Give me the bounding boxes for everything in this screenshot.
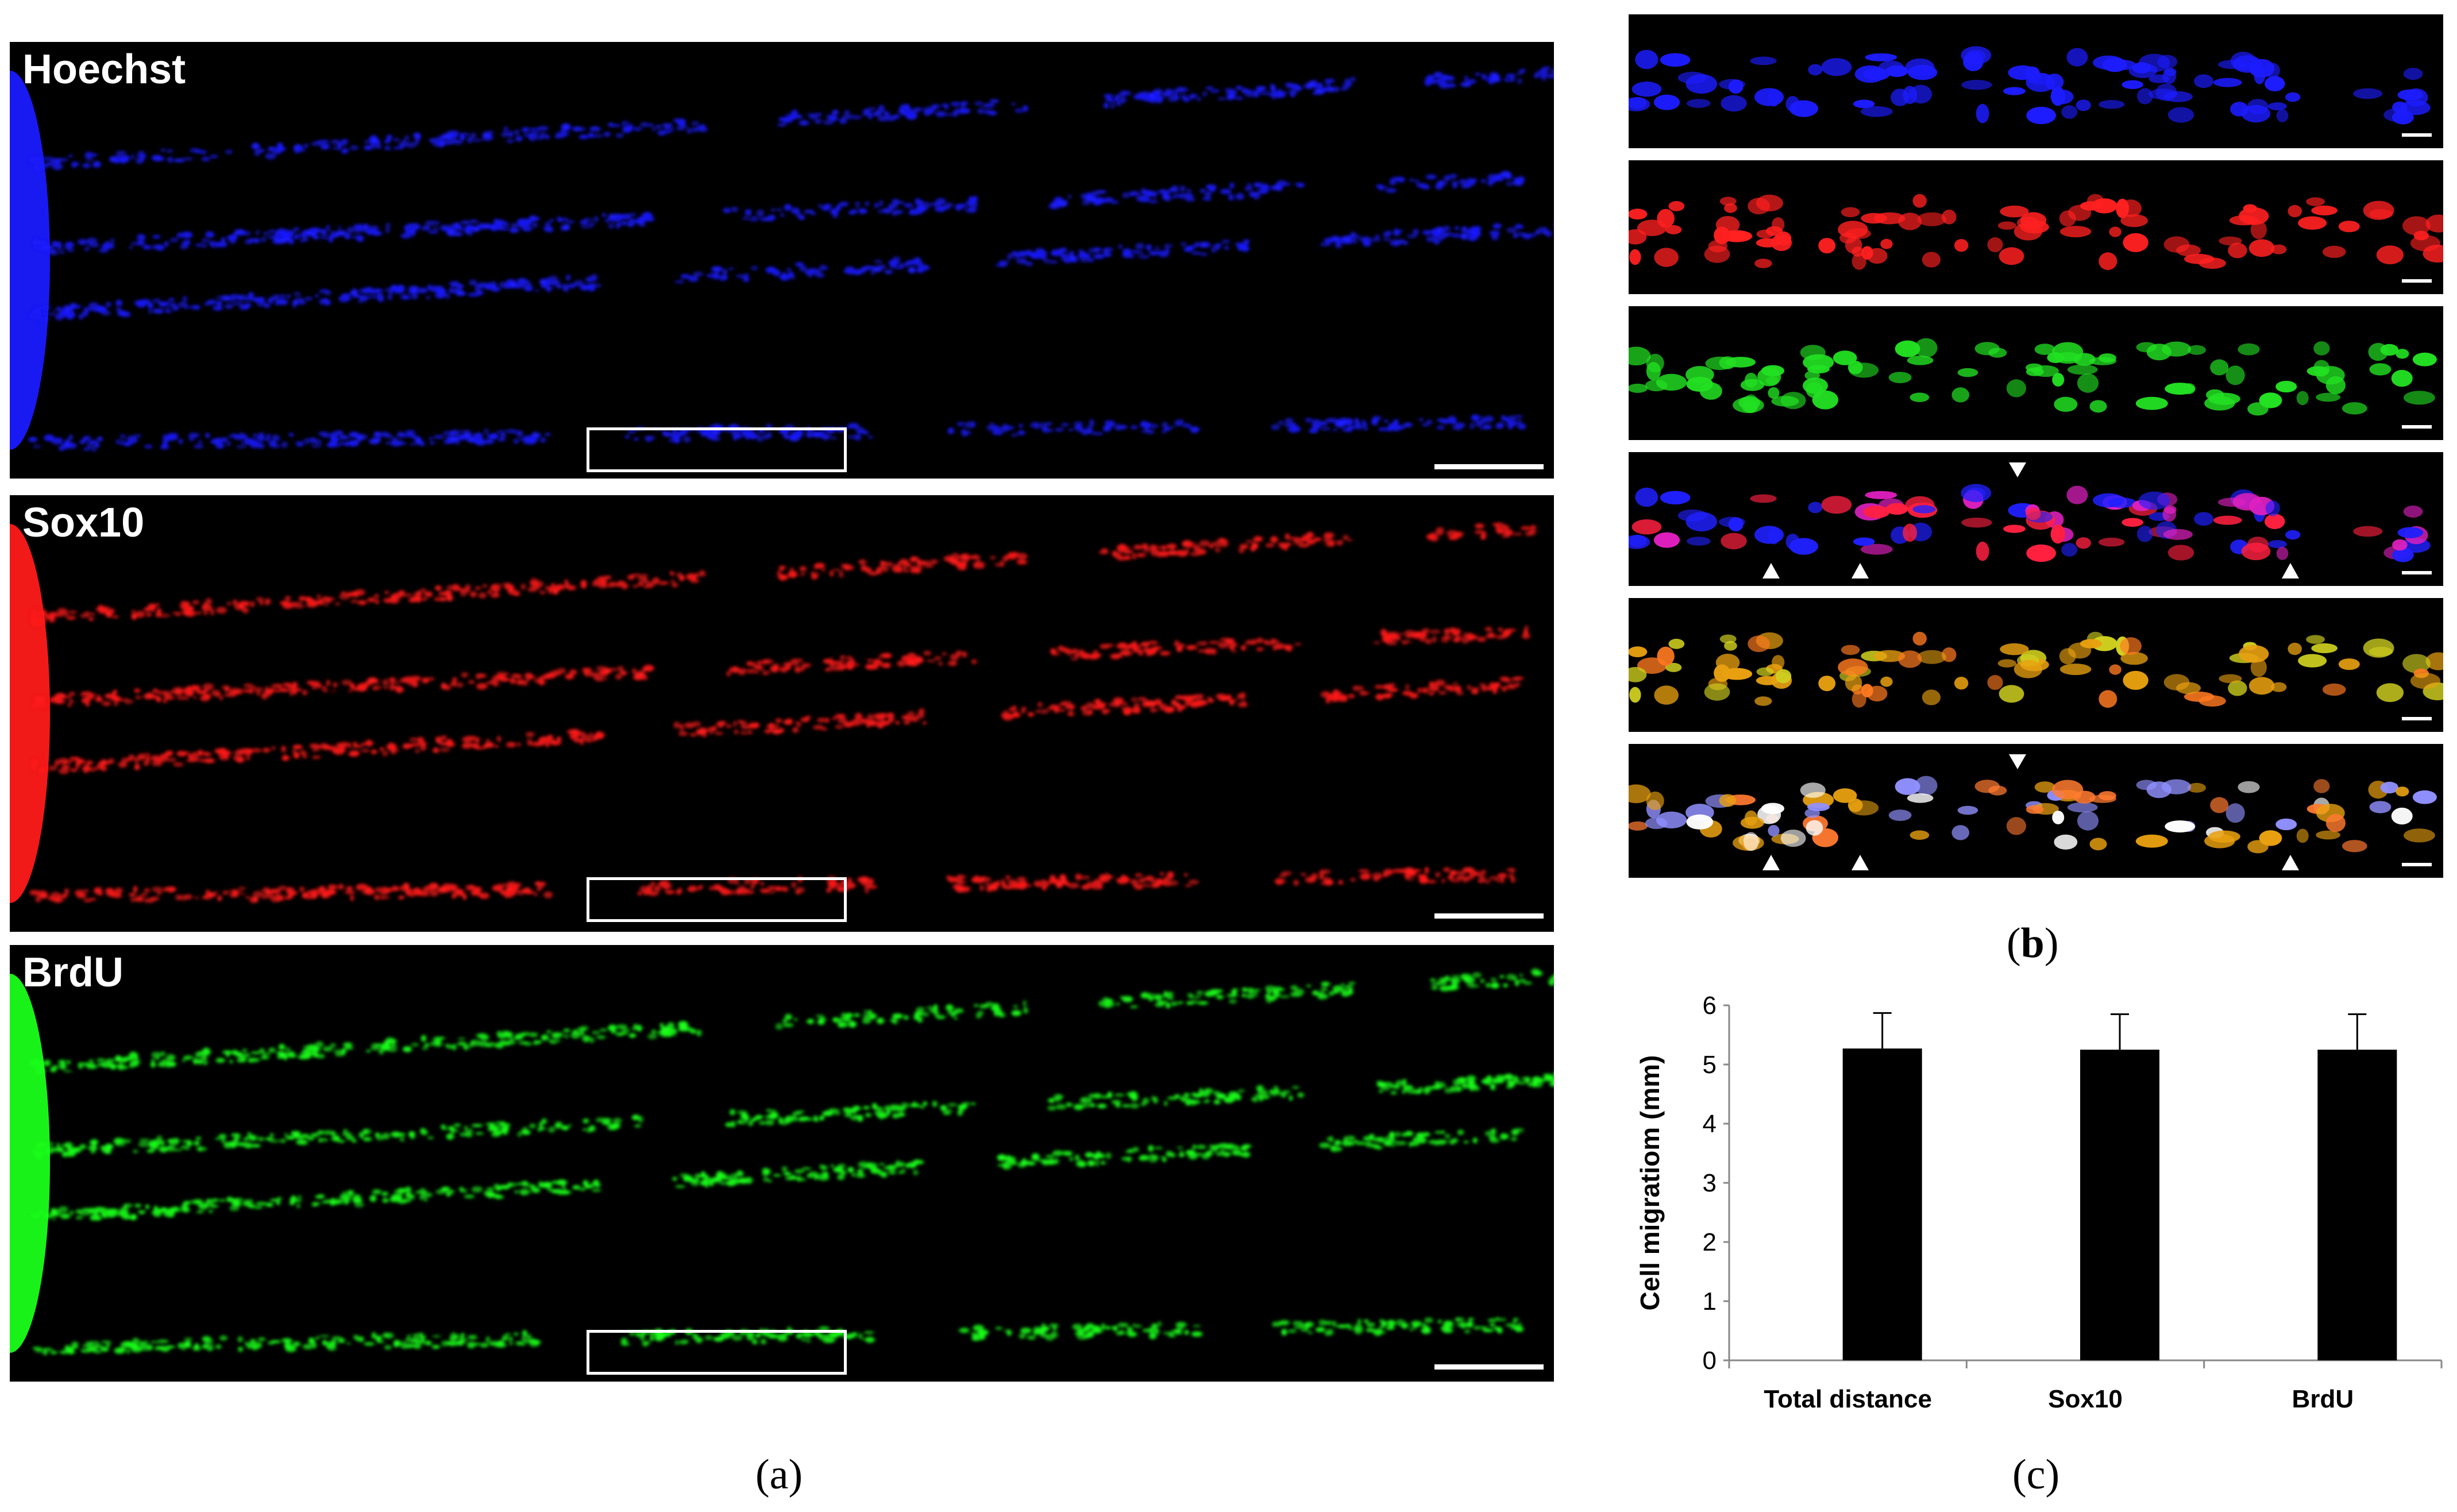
hoechst-scale-bar xyxy=(1434,464,1544,469)
arrowhead-down xyxy=(2009,462,2026,477)
strip-hoechst-scale-bar xyxy=(2402,133,2432,137)
sox10-label: Sox10 xyxy=(22,500,145,546)
nerve-track xyxy=(32,1317,1524,1355)
brdu-nerve-signal xyxy=(10,968,1554,1355)
bar xyxy=(2317,1050,2397,1360)
explant-body xyxy=(10,71,50,450)
strip-hoechst-signal xyxy=(1629,46,2431,125)
panel-b-letter: b xyxy=(2020,920,2045,967)
x-tick-label: Sox10 xyxy=(2048,1385,2123,1413)
cell-cluster xyxy=(1629,776,2437,854)
panel-c-letter: c xyxy=(2026,1451,2046,1498)
strip-hoechst-sox10-merge xyxy=(1629,452,2443,586)
nerve-track xyxy=(29,1128,1524,1221)
sox10-scale-bar xyxy=(1434,913,1544,919)
strip-sox10-scale-bar xyxy=(2402,279,2432,283)
y-tick-label: 0 xyxy=(1703,1347,1717,1375)
strip-hoechst-sox10-scale-bar xyxy=(2402,571,2432,574)
panel-b-caption: (b) xyxy=(2007,920,2059,967)
y-tick-label: 2 xyxy=(1703,1228,1717,1256)
arrowhead-up xyxy=(1852,563,1869,578)
explant-body xyxy=(10,974,50,1353)
strip-brdu-scale-bar xyxy=(2402,425,2432,429)
nerve-track xyxy=(32,1073,1554,1159)
nerve-track xyxy=(32,171,1526,256)
cell-cluster xyxy=(1629,631,2443,708)
arrowhead-up xyxy=(2282,563,2299,578)
cell-cluster xyxy=(1629,484,2431,562)
panel-c-caption: (c) xyxy=(2012,1451,2060,1498)
sox10-selection-box xyxy=(587,877,847,922)
arrowhead-down xyxy=(2009,754,2026,769)
cell-migration-bar-chart: Cell migratiom (mm) 0 1 2 3 4 5 6 Total distance… xyxy=(1635,992,2443,1413)
y-tick-label: 5 xyxy=(1703,1051,1717,1079)
y-tick-label: 3 xyxy=(1703,1169,1717,1197)
sox10-nerve-signal xyxy=(10,522,1537,904)
strip-sox10-signal xyxy=(1629,194,2443,271)
arrowhead-up xyxy=(1852,855,1869,870)
cell-cluster xyxy=(1629,338,2437,416)
y-tick-label: 4 xyxy=(1703,1110,1717,1138)
cell-cluster xyxy=(1629,46,2431,125)
hoechst-nerve-signal xyxy=(10,66,1554,453)
bar xyxy=(1842,1048,1922,1360)
explant-body xyxy=(10,524,50,903)
strip-sox10 xyxy=(1629,160,2443,294)
hoechst-label: Hoechst xyxy=(22,47,186,92)
brdu-scale-bar xyxy=(1434,1364,1544,1370)
strip-triple-merge-signal xyxy=(1629,754,2437,870)
arrowhead-up xyxy=(1762,855,1780,870)
nerve-track xyxy=(29,66,1554,171)
strip-sox10-brdu-scale-bar xyxy=(2402,717,2432,720)
x-tick-label: BrdU xyxy=(2292,1385,2354,1413)
strip-sox10-brdu-merge xyxy=(1629,598,2443,732)
hoechst-selection-box xyxy=(587,427,847,472)
panel-a-caption: (a) xyxy=(755,1451,803,1498)
nerve-track xyxy=(29,968,1554,1075)
brdu-selection-box xyxy=(587,1330,847,1375)
nerve-track xyxy=(28,223,1554,321)
strip-triple-merge xyxy=(1629,744,2443,878)
bar xyxy=(2080,1050,2159,1360)
y-axis-label: Cell migratiom (mm) xyxy=(1635,1055,1665,1311)
y-tick-label: 6 xyxy=(1703,992,1717,1020)
brdu-micrograph: BrdU xyxy=(10,945,1554,1382)
strip-hoechst xyxy=(1629,14,2443,148)
panel-a-letter: a xyxy=(769,1451,789,1498)
nerve-track xyxy=(29,867,1515,904)
sox10-micrograph: Sox10 xyxy=(10,495,1554,932)
nerve-track xyxy=(31,626,1530,708)
arrowhead-up xyxy=(2282,855,2299,870)
strip-brdu xyxy=(1629,306,2443,440)
arrowhead-up xyxy=(1762,563,1780,578)
nerve-track xyxy=(31,676,1524,774)
hoechst-micrograph: Hoechst xyxy=(10,42,1554,479)
strip-triple-merge-scale-bar xyxy=(2402,863,2432,866)
cell-cluster xyxy=(1629,194,2443,271)
nerve-track xyxy=(30,522,1537,627)
x-tick-label: Total distance xyxy=(1764,1385,1932,1413)
strip-brdu-signal xyxy=(1629,338,2437,416)
brdu-label: BrdU xyxy=(22,950,124,996)
y-tick-label: 1 xyxy=(1703,1287,1717,1316)
strip-sox10-brdu-signal xyxy=(1629,631,2443,708)
strip-hoechst-sox10-signal xyxy=(1629,462,2431,578)
